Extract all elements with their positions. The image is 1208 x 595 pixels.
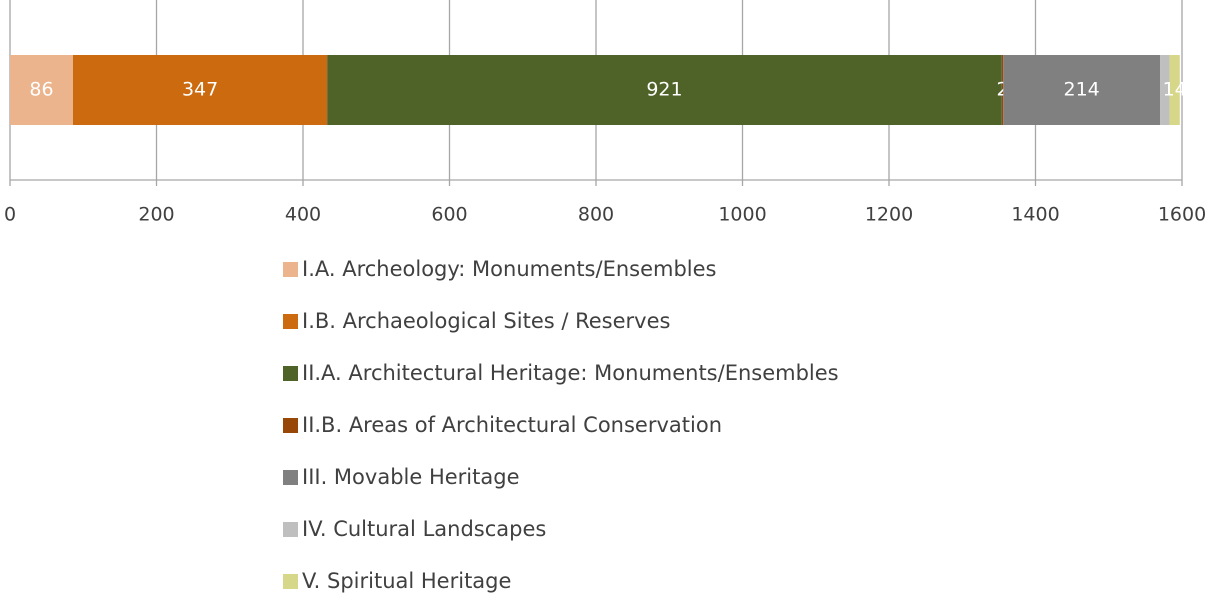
data-label: 214 — [1064, 79, 1100, 101]
legend-label: I.B. Archaeological Sites / Reserves — [302, 309, 670, 333]
legend-swatch — [283, 262, 298, 277]
legend-swatch — [283, 418, 298, 433]
bar-segment — [72, 55, 328, 125]
bar-segment — [1001, 55, 1004, 125]
bar-segment — [1169, 55, 1180, 125]
data-label: 921 — [646, 79, 682, 101]
legend-swatch — [283, 314, 298, 329]
x-tick-label: 1200 — [865, 204, 913, 226]
legend-label: II.A. Architectural Heritage: Monuments/… — [302, 361, 839, 385]
legend-swatch — [283, 470, 298, 485]
bar-segment — [327, 55, 1002, 125]
legend-label: I.A. Archeology: Monuments/Ensembles — [302, 257, 716, 281]
x-tick-label: 400 — [285, 204, 321, 226]
data-label: 14 — [1163, 79, 1187, 101]
x-tick-label: 800 — [578, 204, 614, 226]
x-tick-label: 200 — [138, 204, 174, 226]
legend-label: III. Movable Heritage — [302, 465, 520, 489]
bar-segment — [10, 55, 73, 125]
bar-segment — [1160, 55, 1170, 125]
legend-swatch — [283, 366, 298, 381]
legend-label: II.B. Areas of Architectural Conservatio… — [302, 413, 722, 437]
x-tick-label: 600 — [431, 204, 467, 226]
x-tick-label: 1600 — [1158, 204, 1206, 226]
data-label: 86 — [29, 79, 53, 101]
bar-segment — [1003, 55, 1161, 125]
x-tick-label: 1400 — [1011, 204, 1059, 226]
legend-label: V. Spiritual Heritage — [302, 569, 511, 593]
legend-swatch — [283, 522, 298, 537]
legend-label: IV. Cultural Landscapes — [302, 517, 546, 541]
data-label: 347 — [182, 79, 218, 101]
x-tick-label: 0 — [4, 204, 16, 226]
x-tick-label: 1000 — [718, 204, 766, 226]
legend-swatch — [283, 574, 298, 589]
